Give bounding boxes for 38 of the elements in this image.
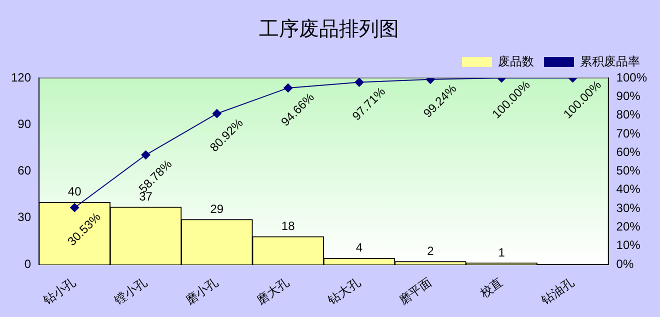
y-tick-label: 90 bbox=[18, 116, 32, 131]
x-tick-label: 钻大孔 bbox=[324, 275, 363, 308]
y2-tick-label: 90% bbox=[616, 88, 641, 103]
legend-label: 废品数 bbox=[498, 54, 534, 68]
data-label: 1 bbox=[498, 245, 506, 260]
point bbox=[70, 203, 80, 212]
y-tick-label: 30 bbox=[18, 210, 32, 224]
y2-tick-label: 100% bbox=[616, 70, 648, 84]
x-tick-label: 钻油孔 bbox=[538, 275, 576, 308]
y-tick-label: 120 bbox=[10, 70, 32, 84]
y2-tick-label: 30% bbox=[616, 200, 641, 215]
x-tick-label: 磨平面 bbox=[396, 275, 434, 308]
y2-tick-label: 80% bbox=[616, 108, 641, 122]
y2-tick-label: 40% bbox=[616, 182, 641, 196]
point bbox=[212, 109, 222, 118]
y2-tick-label: 10% bbox=[616, 238, 641, 252]
data-label: 29 bbox=[210, 202, 224, 216]
data-label: 4 bbox=[356, 240, 363, 255]
x-tick-label: 磨小孔 bbox=[183, 275, 221, 308]
y-tick-label: 0 bbox=[24, 256, 32, 271]
data-label: 40 bbox=[68, 184, 82, 199]
y2-tick-label: 20% bbox=[616, 220, 641, 234]
y-tick-label: 60 bbox=[18, 164, 32, 178]
y2-tick-label: 0% bbox=[616, 256, 634, 271]
point bbox=[141, 150, 150, 160]
y2-tick-label: 50% bbox=[616, 164, 641, 178]
legend-label: 累积废品率 bbox=[580, 54, 640, 68]
data-label: 18 bbox=[281, 218, 296, 233]
x-tick-label: 磨大孔 bbox=[254, 275, 292, 308]
x-tick-label: 校直 bbox=[476, 275, 506, 301]
y2-tick-label: 70% bbox=[616, 126, 641, 140]
point bbox=[354, 78, 364, 87]
x-tick-label: 镗小孔 bbox=[111, 275, 150, 308]
x-tick-label: 钻小孔 bbox=[40, 275, 78, 308]
point bbox=[284, 83, 293, 92]
y2-tick-label: 60% bbox=[616, 144, 641, 159]
data-label: 2 bbox=[427, 244, 434, 258]
chart-title: 工序废品排列图 bbox=[259, 18, 399, 41]
